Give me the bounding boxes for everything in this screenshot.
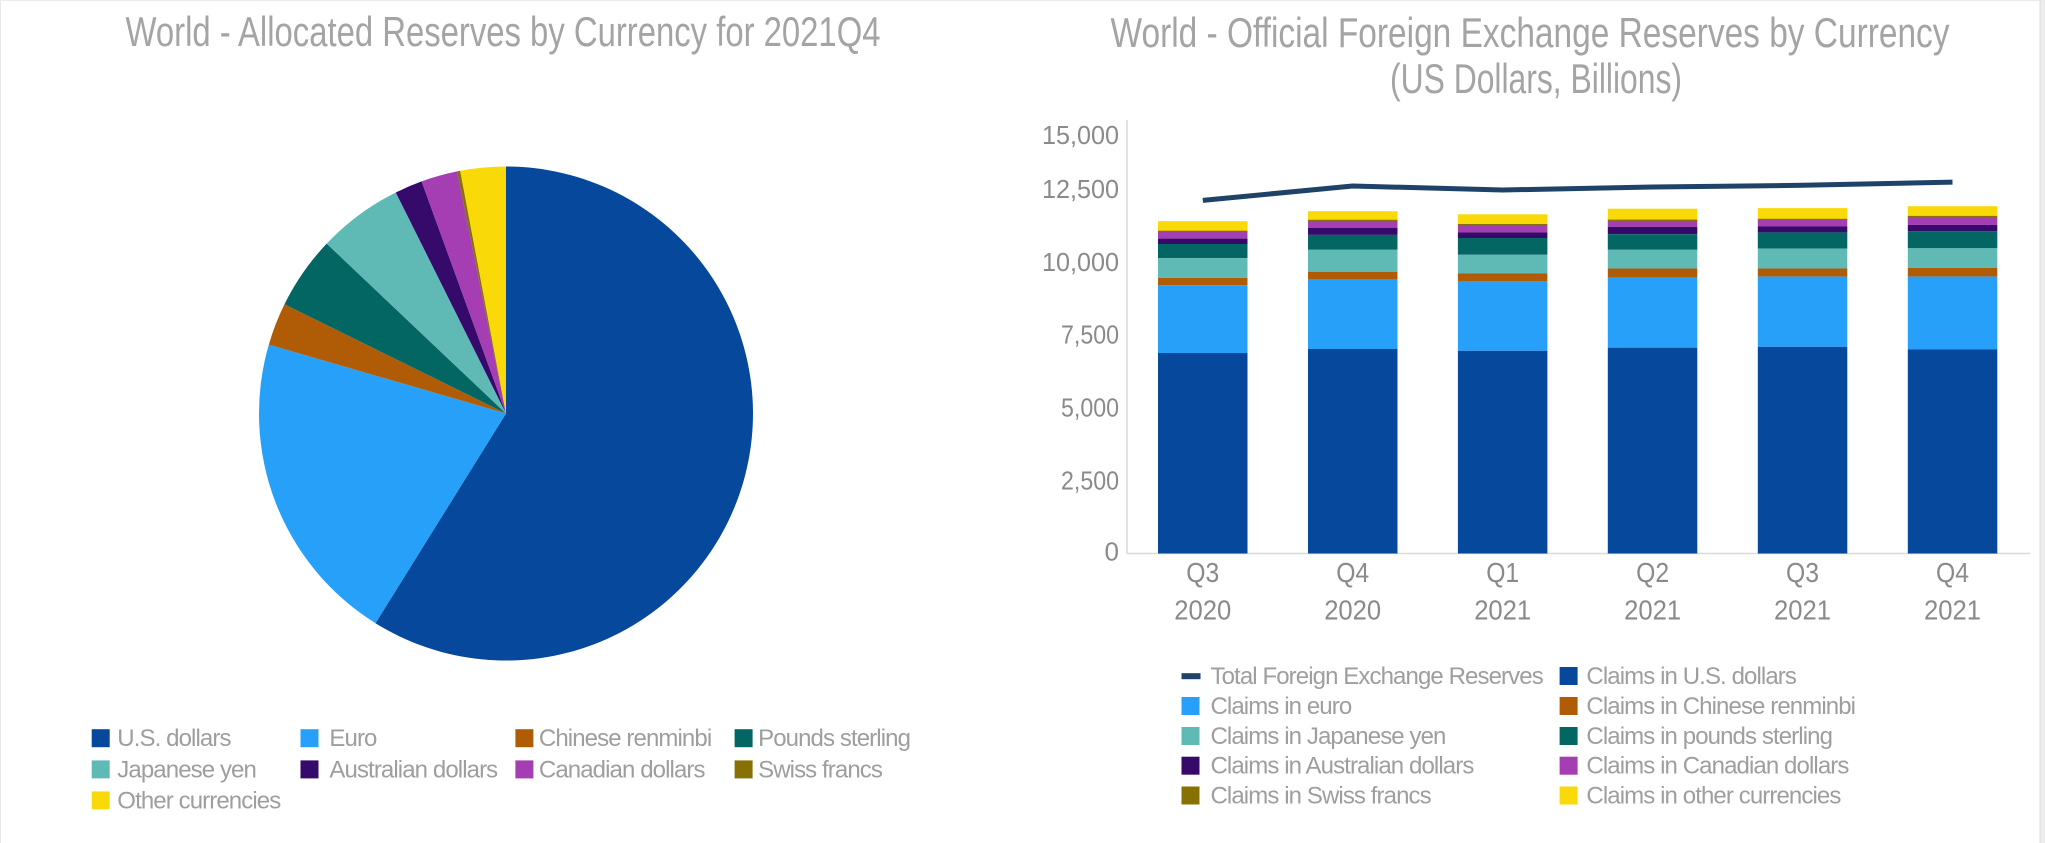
svg-text:Claims in Australian dollars: Claims in Australian dollars (1211, 753, 1475, 780)
svg-text:Q2: Q2 (1636, 557, 1669, 588)
svg-text:0: 0 (1105, 536, 1119, 566)
svg-text:2,500: 2,500 (1061, 465, 1119, 495)
svg-text:Claims in Japanese yen: Claims in Japanese yen (1211, 723, 1446, 750)
svg-text:Chinese renminbi: Chinese renminbi (539, 725, 711, 752)
svg-text:2020: 2020 (1324, 595, 1381, 626)
svg-text:Canadian dollars: Canadian dollars (539, 756, 706, 783)
svg-text:U.S. dollars: U.S. dollars (117, 725, 231, 752)
svg-text:World - Official Foreign Excha: World - Official Foreign Exchange Reserv… (1111, 9, 1950, 56)
svg-text:12,500: 12,500 (1042, 174, 1119, 204)
svg-text:Australian dollars: Australian dollars (329, 756, 498, 783)
svg-text:Pounds sterling: Pounds sterling (758, 725, 910, 752)
svg-text:Claims in other currencies: Claims in other currencies (1586, 783, 1841, 810)
svg-text:Claims in U.S. dollars: Claims in U.S. dollars (1586, 663, 1796, 690)
svg-text:Claims in Chinese renminbi: Claims in Chinese renminbi (1586, 693, 1855, 720)
svg-text:Swiss francs: Swiss francs (758, 756, 883, 783)
svg-text:World - Allocated Reserves by: World - Allocated Reserves by Currency f… (126, 8, 881, 55)
svg-text:2020: 2020 (1174, 595, 1231, 626)
svg-text:7,500: 7,500 (1061, 320, 1119, 350)
svg-text:Claims in Swiss francs: Claims in Swiss francs (1211, 783, 1432, 810)
svg-text:Q4: Q4 (1936, 557, 1969, 588)
svg-text:Total Foreign Exchange Reserve: Total Foreign Exchange Reserves (1211, 663, 1544, 690)
svg-text:15,000: 15,000 (1042, 120, 1119, 150)
svg-text:Euro: Euro (329, 725, 377, 752)
svg-text:2021: 2021 (1774, 595, 1831, 626)
svg-text:Q4: Q4 (1336, 557, 1369, 588)
svg-text:Claims in Canadian dollars: Claims in Canadian dollars (1586, 753, 1849, 780)
svg-text:2021: 2021 (1474, 595, 1531, 626)
svg-text:Other currencies: Other currencies (117, 787, 281, 814)
svg-text:10,000: 10,000 (1042, 247, 1119, 277)
svg-text:(US Dollars, Billions): (US Dollars, Billions) (1390, 55, 1682, 102)
svg-text:Q1: Q1 (1486, 557, 1519, 588)
svg-text:Q3: Q3 (1186, 557, 1219, 588)
svg-text:Claims in euro: Claims in euro (1211, 693, 1352, 720)
svg-text:2021: 2021 (1624, 595, 1681, 626)
svg-text:Claims in pounds sterling: Claims in pounds sterling (1586, 723, 1832, 750)
svg-text:Q3: Q3 (1786, 557, 1819, 588)
svg-text:5,000: 5,000 (1061, 393, 1119, 423)
svg-text:2021: 2021 (1924, 595, 1981, 626)
svg-text:Japanese yen: Japanese yen (117, 756, 256, 783)
